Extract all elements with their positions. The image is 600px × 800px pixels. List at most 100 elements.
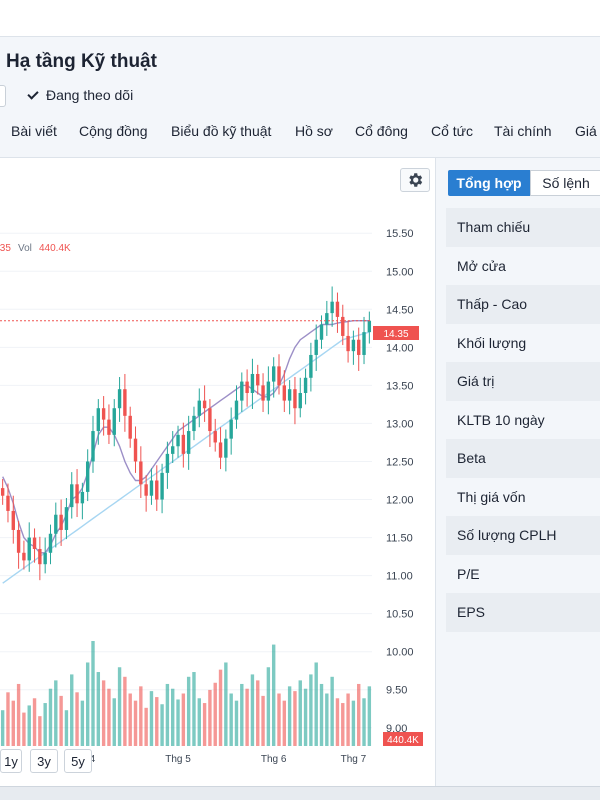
candle-body [59,514,63,530]
y-tick-label: 13.50 [386,380,414,392]
volume-bar [112,698,116,746]
stock-page: Hạ tầng Kỹ thuật Đang theo dõi Bài viết … [0,36,600,787]
candle-body [351,339,356,352]
section-tabs: Bài viết Cộng đồng Biểu đồ kỹ thuật Hồ s… [0,123,600,145]
chart-settings-button[interactable] [400,168,430,192]
candle-body [75,484,79,504]
candle-body [149,480,154,496]
price-tag: 14.35 [383,329,408,340]
tab-cong-dong[interactable]: Cộng đồng [79,123,148,139]
candle-body [250,373,255,393]
volume-bar [314,662,318,746]
candle-body [330,301,334,314]
volume-bar [351,700,356,746]
summary-sidebar: Tổng hợp Số lệnh Tham chiếu Mở cửa Thấp … [446,170,600,632]
row-tham-chieu: Tham chiếu [446,208,600,247]
candle-body [218,442,223,458]
volume-bar [160,704,164,746]
row-thap-cao: Thấp - Cao [446,285,600,324]
y-tick-label: 15.50 [386,228,414,240]
symbol-button[interactable] [0,85,6,107]
range-1y-button[interactable]: 1y [0,749,22,773]
volume-bar [176,699,180,746]
tab-bieu-do-ky-thuat[interactable]: Biểu đồ kỹ thuật [171,123,272,139]
candle-body [303,377,308,393]
x-tick-label: Thg 5 [165,754,191,765]
candle-body [208,408,212,432]
browser-bottom-strip [0,786,600,800]
candle-body [112,408,116,435]
gear-icon [409,173,423,187]
check-icon [27,87,39,100]
volume-bar [149,691,154,746]
price-chart[interactable]: 15.50 15.00 14.50 14.00 13.50 13.00 12.50 12.00… [0,158,436,787]
volume-bar [293,691,297,746]
candle-body [6,495,10,511]
candle-body [341,316,345,336]
tab-co-tuc[interactable]: Cổ tức [431,123,474,139]
candle-body [165,453,170,473]
tab-so-lenh[interactable]: Số lệnh [530,170,600,196]
volume-bar [330,676,334,746]
volume-bar [107,688,111,746]
candle-body [70,484,74,508]
volume-bar [192,672,196,746]
y-tick-label: 13.00 [386,418,414,430]
candle-body [171,446,175,454]
tab-tai-chinh[interactable]: Tài chính [494,123,552,139]
volume-bar [133,700,138,746]
candle-body [261,385,265,401]
y-tick-label: 14.00 [386,342,414,354]
volume-bar [38,716,42,746]
y-tick-label: 11.50 [386,533,413,545]
candle-body [128,415,132,439]
tab-ho-so[interactable]: Hồ sơ [295,123,333,139]
row-mo-cua: Mở cửa [446,246,600,285]
volume-bar [6,692,10,746]
volume-bar [261,695,265,746]
range-5y-button[interactable]: 5y [64,749,92,773]
follow-toggle[interactable]: Đang theo dõi [27,87,133,103]
candle-body [48,533,53,553]
candle-body [357,339,361,355]
candle-body [202,400,207,409]
volume-bar [171,688,175,746]
volume-bar [346,693,350,746]
candle-body [22,552,26,561]
volume-bar [266,667,271,746]
candle-body [11,510,15,530]
volume-bar [22,712,26,746]
row-beta: Beta [446,439,600,478]
tab-tong-hop[interactable]: Tổng hợp [448,170,530,196]
volume-bar [64,710,69,746]
volume-bar [85,662,90,746]
candle-body [43,552,47,565]
price-tag-bg [373,326,419,340]
candle-body [96,408,101,432]
y-tick-label: 12.00 [386,495,414,507]
candle-body [155,480,159,500]
candle-body [213,431,217,443]
range-3y-button[interactable]: 3y [30,749,58,773]
candle-body [245,381,249,393]
volume-bar [325,693,329,746]
volume-bar [0,710,5,746]
volume-bar [32,698,37,746]
volume-bar [282,700,287,746]
row-pe: P/E [446,554,600,593]
volume-bar [11,700,15,746]
volume-bar [341,703,345,746]
volume-bar [48,688,53,746]
tab-bai-viet[interactable]: Bài viết [11,123,57,139]
tab-co-dong[interactable]: Cổ đông [355,123,408,139]
x-tick-label: Thg 6 [261,754,287,765]
volume-bar [303,688,308,746]
volume-bar [80,700,85,746]
candle-body [367,320,372,333]
candle-body [266,381,271,401]
volume-bar [70,674,74,746]
candle-body [123,389,127,416]
tab-gia[interactable]: Giá [575,123,597,139]
volume-bar [362,698,366,746]
candle-body [54,514,58,534]
